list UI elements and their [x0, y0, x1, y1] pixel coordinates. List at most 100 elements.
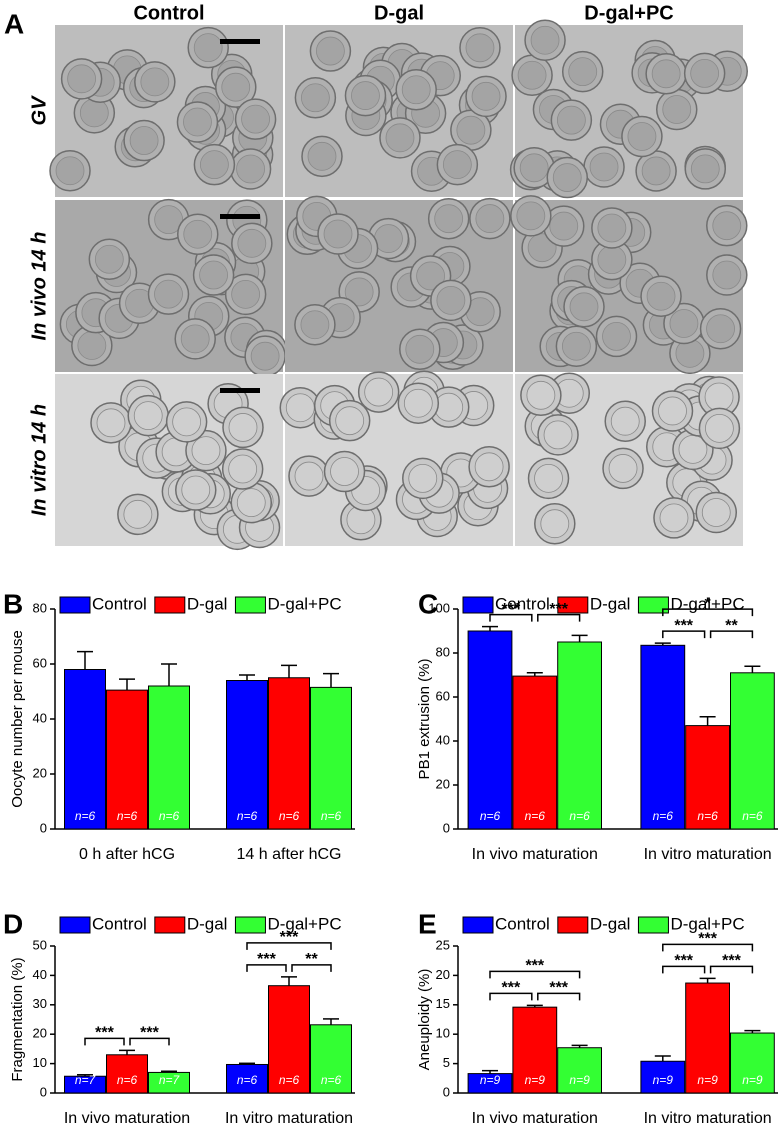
significance-bracket [662, 965, 706, 974]
oocyte-core [323, 219, 353, 249]
oocyte-core [67, 64, 97, 94]
y-tick-label: 15 [436, 996, 450, 1011]
oocyte-core [530, 25, 560, 55]
bar [730, 672, 775, 830]
y-tick-label: 100 [428, 600, 450, 615]
n-label: n=6 [653, 809, 674, 823]
oocyte-core [344, 277, 374, 307]
x-tick-label: In vivo maturation [64, 1110, 190, 1127]
oocyte-core [475, 204, 505, 233]
oocyte-core [704, 382, 734, 412]
oocyte-core [374, 224, 403, 253]
significance-bracket [246, 942, 332, 950]
y-tick-label: 5 [443, 1055, 450, 1070]
y-tick-label: 0 [40, 820, 47, 835]
n-label: n=6 [117, 809, 138, 823]
legend-label: D-gal+PC [267, 914, 341, 933]
row-label: In vitro 14 h [28, 404, 50, 516]
legend-swatch [637, 916, 669, 934]
oocyte-core [228, 413, 258, 442]
micrographs [49, 19, 748, 551]
n-label: n=6 [75, 809, 96, 823]
oocyte-core [543, 420, 573, 450]
panel-label: A [4, 8, 24, 39]
oocyte-core [712, 211, 742, 241]
oocyte-core [690, 154, 720, 184]
oocyte-core [250, 341, 280, 371]
significance-bracket [129, 1037, 170, 1046]
y-tick-label: 50 [33, 937, 47, 952]
n-label: n=6 [480, 809, 501, 823]
y-tick-label: 20 [33, 765, 47, 780]
column-label: D-gal+PC [584, 2, 673, 24]
oocyte-core [221, 72, 251, 102]
n-label: n=9 [697, 1073, 718, 1087]
bar [268, 985, 310, 1094]
significance-label: *** [502, 980, 521, 997]
y-tick-label: 40 [436, 732, 450, 747]
n-label: n=6 [321, 1073, 342, 1087]
significance-label: *** [257, 951, 276, 968]
y-axis-title: Oocyte number per mouse [9, 630, 26, 808]
legend-label: D-gal [590, 594, 631, 613]
legend-swatch [557, 916, 589, 934]
oocyte-core [651, 59, 681, 89]
oocyte-core [405, 334, 435, 364]
significance-label: *** [525, 958, 544, 975]
legend-swatch [154, 916, 186, 934]
y-tick-label: 80 [436, 644, 450, 659]
significance-label: *** [280, 929, 299, 946]
significance-bracket [291, 964, 332, 972]
scale-bar [220, 39, 260, 44]
oocyte-core [627, 122, 657, 151]
significance-bracket [489, 970, 581, 979]
bar [106, 689, 148, 830]
oocyte-core [534, 463, 563, 493]
significance-label: *** [698, 931, 717, 948]
oocyte-core [669, 309, 699, 338]
y-tick-label: 20 [436, 967, 450, 982]
y-tick-label: 20 [33, 1026, 47, 1041]
oocyte-core [307, 141, 337, 171]
y-tick-label: 25 [436, 937, 450, 952]
panel-label: E [418, 908, 437, 939]
legend-label: Control [495, 914, 550, 933]
oocyte-core [690, 58, 720, 88]
oocyte-core [180, 324, 210, 354]
legend-swatch [462, 916, 494, 934]
oocyte-core [442, 150, 472, 180]
oocyte-core [94, 244, 124, 274]
oocyte-core [123, 499, 153, 529]
legend-label: D-gal+PC [267, 594, 341, 613]
significance-bracket [489, 613, 533, 622]
significance-bracket [246, 964, 287, 972]
y-tick-label: 10 [33, 1055, 47, 1070]
oocyte-core [552, 163, 582, 192]
oocyte-core [519, 153, 549, 183]
x-tick-label: 14 h after hCG [237, 846, 342, 863]
y-axis-title: PB1 extrusion (%) [416, 659, 433, 780]
significance-bracket [537, 992, 581, 1001]
bar [268, 677, 310, 830]
oocyte-core [183, 107, 212, 137]
y-tick-label: 0 [443, 820, 450, 835]
oocyte-core [658, 396, 687, 426]
n-label: n=7 [75, 1073, 97, 1087]
significance-label: *** [95, 1025, 114, 1042]
oocyte-core [416, 261, 445, 291]
oocyte-core [434, 204, 464, 234]
x-tick-label: In vitro maturation [644, 846, 772, 863]
bar [640, 644, 686, 830]
oocyte-core [129, 126, 159, 155]
bar [64, 669, 106, 830]
n-label: n=9 [480, 1073, 501, 1087]
bar [226, 680, 268, 830]
oocyte-core [403, 388, 433, 418]
oocyte-core [77, 331, 107, 360]
y-axis-title: Fragmentation (%) [9, 957, 26, 1081]
oocyte-core [646, 281, 676, 311]
significance-bracket [709, 630, 754, 639]
significance-label: *** [722, 953, 741, 970]
oocyte-core [237, 228, 267, 258]
oocyte-core [610, 406, 640, 436]
